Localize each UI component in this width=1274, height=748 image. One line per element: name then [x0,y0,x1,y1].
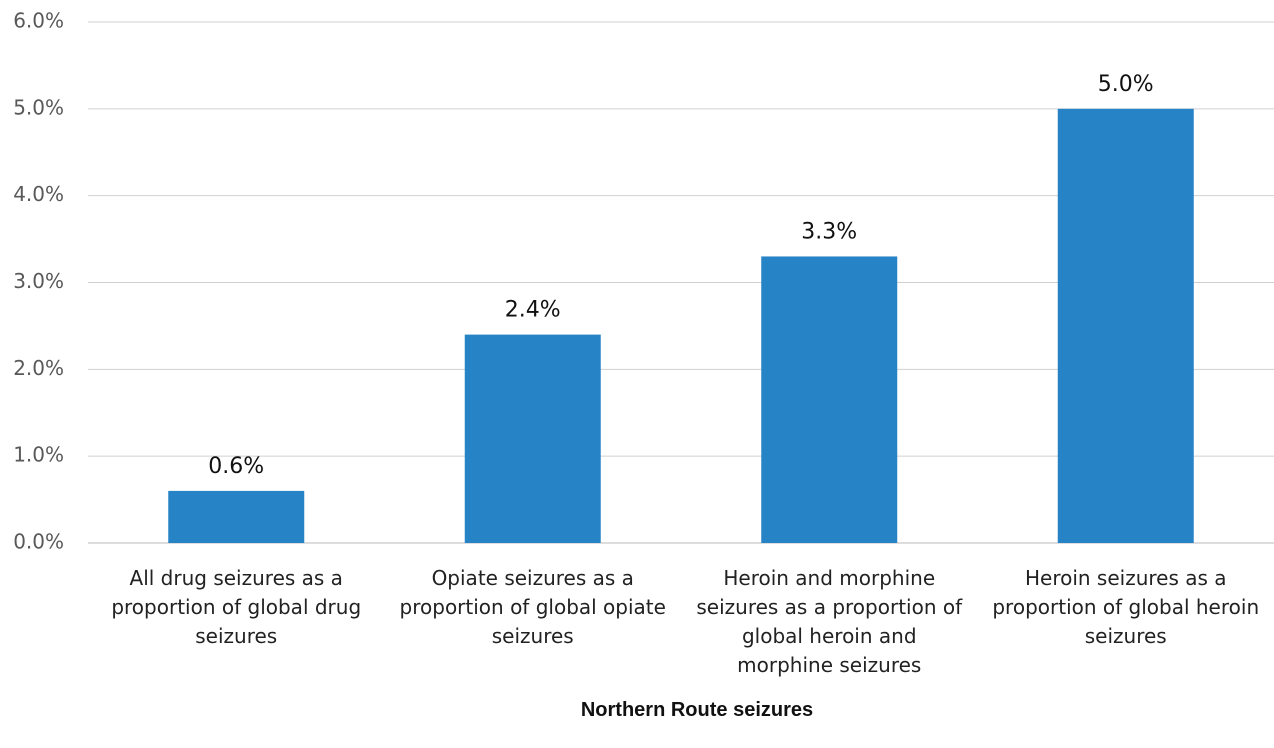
x-tick-label: Heroin seizures as a proportion of globa… [992,566,1260,648]
y-tick-label: 2.0% [13,356,64,380]
bar [1057,108,1194,543]
bar [168,490,305,543]
x-tick-label: All drug seizures as a proportion of glo… [111,566,362,648]
y-tick-label: 1.0% [13,443,64,467]
data-label: 0.6% [208,454,264,479]
x-tick-label: Opiate seizures as a proportion of globa… [399,566,666,648]
y-tick-label: 4.0% [13,182,64,206]
data-label: 3.3% [801,219,857,244]
y-tick-label: 6.0% [13,9,64,33]
y-tick-label: 5.0% [13,95,64,119]
data-label: 2.4% [505,298,561,323]
bar [464,334,601,543]
data-label: 5.0% [1098,72,1154,97]
x-axis-title: Northern Route seizures [580,699,814,721]
y-tick-label: 3.0% [13,269,64,293]
x-tick-label: Heroin and morphine seizures as a propor… [696,566,963,677]
bar [761,256,898,543]
y-tick-label: 0.0% [13,530,64,554]
